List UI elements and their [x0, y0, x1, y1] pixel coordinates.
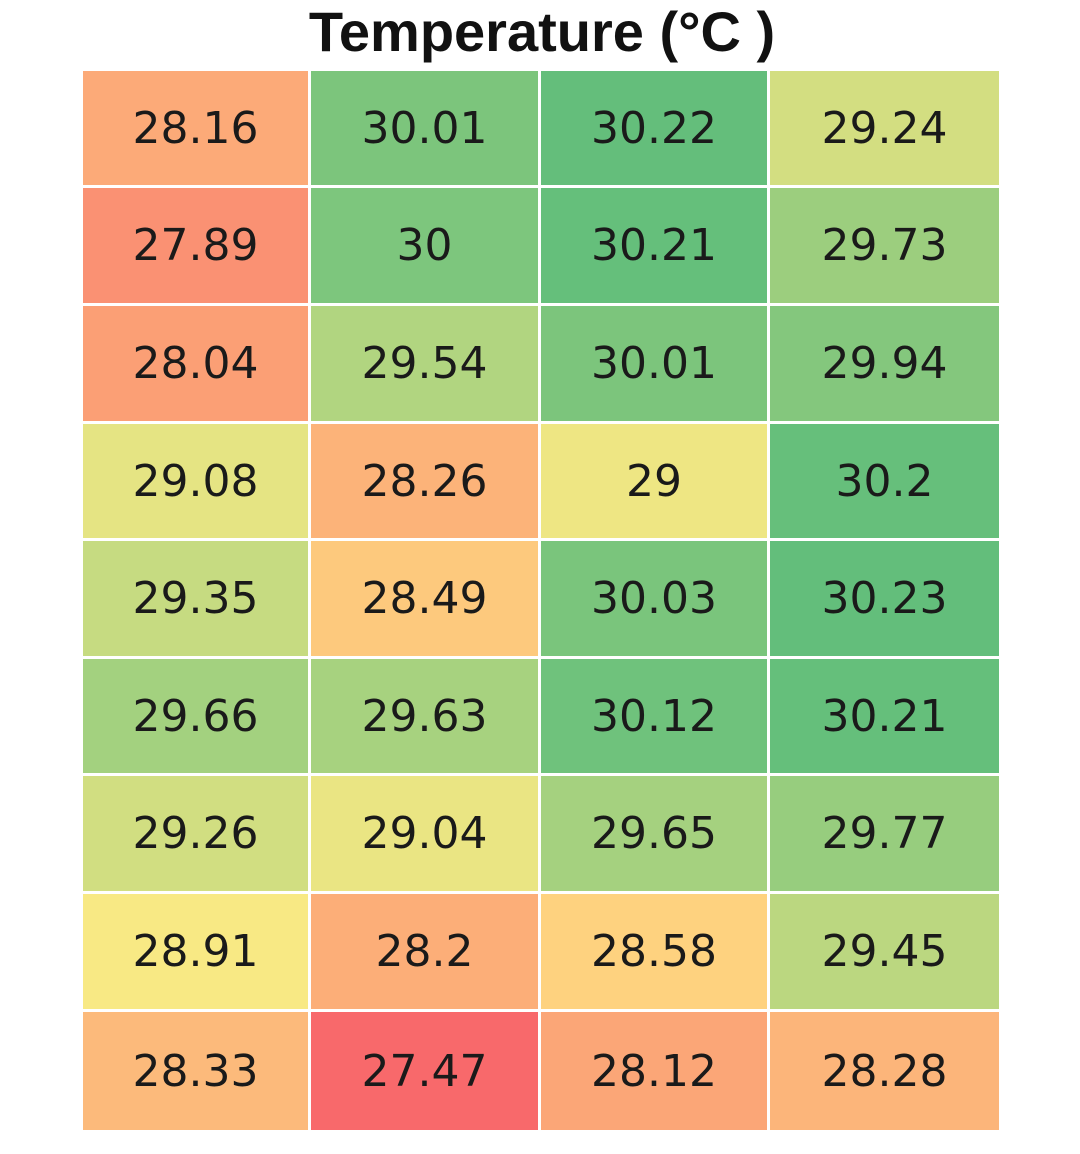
heatmap-cell: 30.2	[770, 424, 999, 538]
heatmap-cell: 29.35	[83, 541, 308, 656]
heatmap-cell: 29.04	[311, 776, 538, 891]
heatmap-cell: 29.63	[311, 659, 538, 773]
heatmap-cell: 28.26	[311, 424, 538, 538]
heatmap-cell: 29.08	[83, 424, 308, 538]
heatmap-cell: 30.21	[541, 188, 767, 303]
heatmap-cell: 27.47	[311, 1012, 538, 1130]
heatmap-cell: 28.04	[83, 306, 308, 421]
heatmap-cell: 30.23	[770, 541, 999, 656]
heatmap-cell: 30.12	[541, 659, 767, 773]
heatmap-cell: 29.94	[770, 306, 999, 421]
heatmap-cell: 29	[541, 424, 767, 538]
heatmap-cell: 29.77	[770, 776, 999, 891]
heatmap-cell: 29.65	[541, 776, 767, 891]
heatmap-cell: 29.66	[83, 659, 308, 773]
heatmap-cell: 28.28	[770, 1012, 999, 1130]
chart-title: Temperature (°C )	[308, 0, 776, 63]
heatmap-cell: 30.22	[541, 71, 767, 185]
heatmap-cell: 30.03	[541, 541, 767, 656]
heatmap-cell: 28.2	[311, 894, 538, 1009]
heatmap-cell: 30	[311, 188, 538, 303]
heatmap-cell: 28.91	[83, 894, 308, 1009]
heatmap-cell: 28.16	[83, 71, 308, 185]
heatmap-cell: 28.33	[83, 1012, 308, 1130]
heatmap-cell: 27.89	[83, 188, 308, 303]
heatmap-cell: 30.01	[541, 306, 767, 421]
heatmap-cell: 29.26	[83, 776, 308, 891]
heatmap-cell: 29.45	[770, 894, 999, 1009]
heatmap-cell: 29.24	[770, 71, 999, 185]
heatmap-cell: 30.21	[770, 659, 999, 773]
heatmap-cell: 29.73	[770, 188, 999, 303]
heatmap-cell: 29.54	[311, 306, 538, 421]
heatmap-cell: 28.58	[541, 894, 767, 1009]
heatmap-cell: 28.49	[311, 541, 538, 656]
heatmap-cell: 28.12	[541, 1012, 767, 1130]
heatmap-cell: 30.01	[311, 71, 538, 185]
